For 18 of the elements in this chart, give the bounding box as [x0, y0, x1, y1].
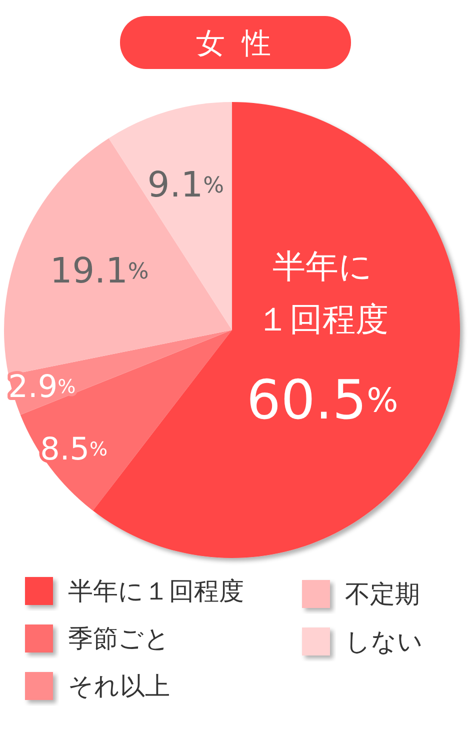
legend-item: しない: [302, 627, 423, 656]
legend-item: それ以上: [25, 672, 170, 700]
value-label: 9.1%: [147, 166, 224, 206]
legend-item: 半年に１回程度: [25, 576, 244, 606]
legend-label: それ以上: [68, 672, 170, 700]
legend-label: しない: [345, 627, 423, 656]
legend-item: 不定期: [302, 580, 420, 608]
value-label: 60.5%: [246, 368, 398, 431]
legend-label: 不定期: [345, 580, 420, 608]
legend-item: 季節ごと: [25, 624, 170, 653]
chart-title: 女 性: [196, 26, 276, 60]
legend-label: 季節ごと: [68, 624, 170, 653]
title-badge: 女 性: [120, 16, 351, 69]
legend-label: 半年に１回程度: [68, 576, 244, 606]
value-label: 19.1%: [50, 251, 149, 292]
value-label: 2.9%: [8, 368, 76, 405]
annotation: 半年に１回程度: [256, 246, 388, 338]
value-label: 8.5%: [40, 432, 108, 468]
